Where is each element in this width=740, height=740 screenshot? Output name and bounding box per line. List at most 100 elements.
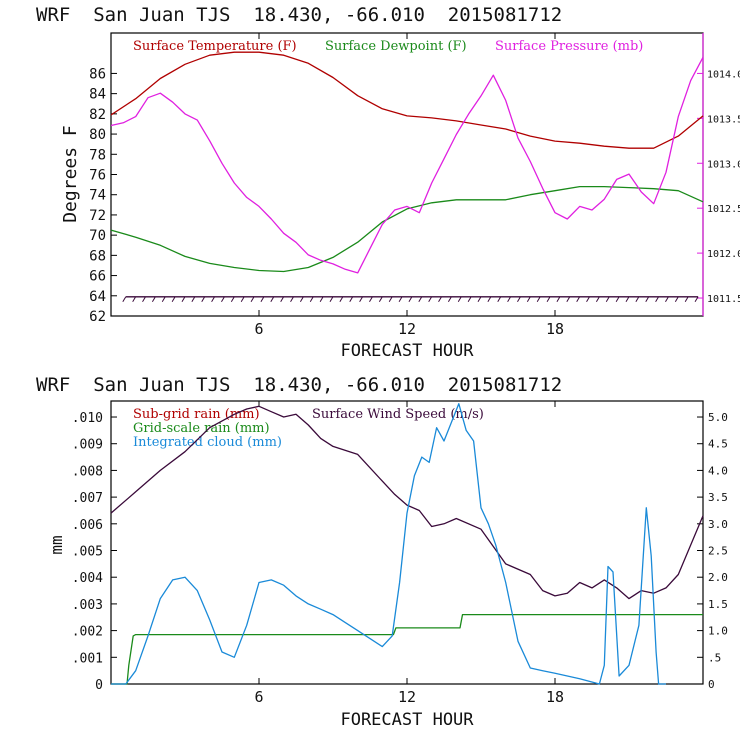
wind-barb — [250, 296, 255, 303]
y-tick-label: 68 — [89, 248, 106, 264]
y-tick-label: 72 — [89, 208, 106, 224]
wind-barb — [665, 296, 669, 303]
wind-barb — [369, 296, 373, 303]
wind-barb — [211, 296, 216, 303]
wind-barb — [467, 296, 472, 303]
y-tick-label: .009 — [72, 438, 103, 453]
wind-barb — [566, 296, 571, 303]
y2-tick-label: 1014.0 — [707, 69, 740, 80]
y-tick-label: 64 — [89, 289, 106, 305]
legend-surface-pressure: Surface Pressure (mb) — [495, 39, 643, 54]
wind-barb — [418, 296, 423, 303]
wind-barb — [388, 296, 393, 303]
wind-barb — [260, 296, 265, 303]
x-tick-label: 6 — [254, 320, 263, 338]
wind-barb — [221, 296, 225, 303]
y2-tick-label: 0 — [708, 678, 715, 691]
y-tick-label: .006 — [72, 518, 103, 533]
wind-barb — [132, 296, 137, 303]
y2-tick-label: 4.5 — [708, 438, 728, 451]
x-tick-label: 18 — [546, 688, 564, 706]
wind-barb — [477, 296, 482, 303]
y-tick-label: 62 — [89, 309, 106, 325]
y2-tick-label: 4.0 — [708, 464, 728, 477]
y-tick-label: 84 — [89, 87, 106, 103]
gridscale-rain-line — [111, 613, 703, 685]
wind-barb — [349, 296, 354, 303]
y-tick-label: 86 — [89, 66, 106, 82]
legend-subgrid-rain: Sub-grid rain (mm) — [133, 407, 260, 422]
y-tick-label: .005 — [72, 545, 103, 560]
y2-tick-label: 1.0 — [708, 625, 728, 638]
chart-rain: WRF San Juan TJS 18.430, -66.010 2015081… — [36, 374, 728, 730]
pressure-line — [110, 56, 704, 274]
wind-barb — [122, 296, 127, 303]
wind-barb — [359, 296, 364, 303]
y-tick-label: 76 — [89, 168, 106, 184]
wind-barb — [447, 296, 452, 303]
wind-barb — [398, 296, 403, 303]
wind-barb — [487, 296, 492, 303]
legend-wind-speed: Surface Wind Speed (m/s) — [312, 407, 484, 422]
wind-barb — [230, 296, 235, 303]
y-tick-label: .002 — [72, 625, 103, 640]
wind-barb — [517, 296, 521, 303]
wind-barb — [151, 296, 156, 303]
wind-barb — [605, 296, 610, 303]
y-tick-label: .003 — [72, 598, 103, 613]
wind-barb — [339, 296, 344, 303]
wind-barb — [684, 296, 689, 303]
chart-surface: WRF San Juan TJS 18.430, -66.010 2015081… — [36, 4, 740, 361]
wind-speed-line — [110, 405, 704, 600]
y-tick-label: .008 — [72, 464, 103, 479]
y-tick-label: 66 — [89, 269, 106, 285]
y-tick-label: 70 — [89, 228, 106, 244]
x-tick-label: 12 — [398, 320, 416, 338]
legend-gridscale-rain: Grid-scale rain (mm) — [133, 421, 270, 436]
y-tick-label: 0 — [95, 678, 103, 693]
wind-barb — [181, 296, 186, 303]
wind-barb — [645, 296, 650, 303]
y2-tick-label: 1011.5 — [707, 294, 740, 305]
y-tick-label: .004 — [72, 571, 103, 586]
wind-barb — [319, 296, 324, 303]
wind-barb — [497, 296, 502, 303]
wind-barb — [428, 296, 433, 303]
y-tick-label: 82 — [89, 107, 106, 123]
legend-surface-dewpoint: Surface Dewpoint (F) — [325, 39, 467, 54]
wind-barb — [142, 296, 146, 303]
y2-tick-label: 1012.5 — [707, 204, 740, 215]
chart-surface-xlabel: FORECAST HOUR — [340, 341, 474, 361]
wind-barb — [329, 296, 334, 303]
wind-barb — [161, 296, 166, 303]
wind-barb — [171, 296, 176, 303]
x-tick-label: 18 — [546, 320, 564, 338]
chart-surface-ylabel: Degrees F — [60, 125, 81, 223]
y-tick-label: .001 — [72, 651, 103, 666]
wind-barb — [655, 296, 660, 303]
wind-barb — [556, 296, 561, 303]
wind-barb — [201, 296, 206, 303]
chart-rain-ylabel: mm — [47, 535, 66, 554]
wind-barb — [635, 296, 640, 303]
y2-tick-label: 3.5 — [708, 491, 728, 504]
wind-barb — [674, 296, 679, 303]
y-tick-label: 80 — [89, 127, 106, 143]
y2-tick-label: 1013.5 — [707, 114, 740, 125]
wind-barb — [546, 296, 551, 303]
y2-tick-label: 5.0 — [708, 411, 728, 424]
legend-integrated-cloud: Integrated cloud (mm) — [133, 435, 282, 450]
wind-barb — [694, 296, 699, 303]
y-tick-label: 74 — [89, 188, 106, 204]
wind-barb — [536, 296, 541, 303]
y2-tick-label: 3.0 — [708, 518, 728, 531]
chart-rain-xlabel: FORECAST HOUR — [340, 710, 474, 730]
y2-tick-label: 2.0 — [708, 571, 728, 584]
legend-surface-temperature: Surface Temperature (F) — [133, 39, 297, 54]
wind-barb — [191, 296, 196, 303]
wind-barb — [457, 296, 462, 303]
y-tick-label: .010 — [72, 411, 103, 426]
wind-barb — [576, 296, 581, 303]
y-tick-label: 78 — [89, 147, 106, 163]
x-tick-label: 6 — [254, 688, 263, 706]
